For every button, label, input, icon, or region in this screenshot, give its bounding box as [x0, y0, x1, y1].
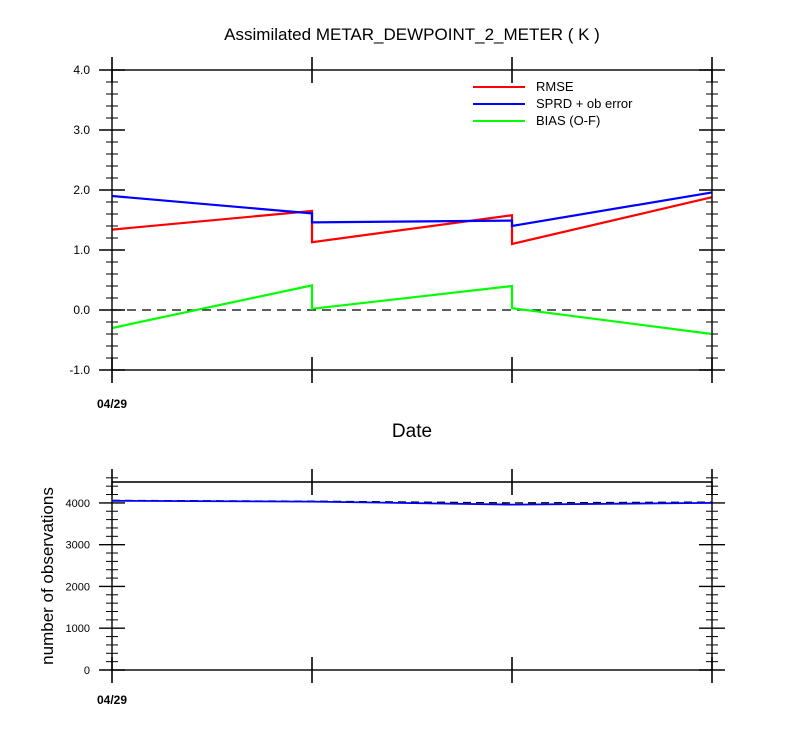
top-plot-frame: [111, 69, 713, 371]
chart-title: Assimilated METAR_DEWPOINT_2_METER ( K ): [224, 25, 600, 44]
y-tick-label: 4.0: [73, 63, 90, 77]
bottom-y-tick-labels: 4000 3000 2000 1000 0: [66, 498, 90, 677]
y-tick-label: 3000: [66, 540, 90, 552]
y-tick-label: 1000: [66, 623, 90, 635]
series-line-rmse: [111, 196, 713, 246]
series-line-bias-o-f: [111, 284, 713, 336]
y-tick-label: 0.0: [73, 303, 90, 317]
top-series-group: [111, 191, 713, 336]
legend-label-bias: BIAS (O-F): [536, 113, 600, 128]
obs-line-assimilated: [111, 499, 713, 506]
top-x-tick-label: 04/29: [97, 397, 127, 411]
y-tick-label: 2.0: [73, 183, 90, 197]
y-tick-label: 0: [84, 665, 90, 677]
bottom-plot-frame: [111, 481, 713, 671]
legend-label-rmse: RMSE: [536, 79, 574, 94]
bottom-x-tick-label: 04/29: [97, 693, 127, 707]
bottom-series-group: [111, 499, 713, 506]
legend: RMSE SPRD + ob error BIAS (O-F): [473, 79, 633, 128]
series-line-sprd-ob-error: [111, 191, 713, 228]
y-axis-label-observations: number of observations: [38, 487, 57, 665]
y-tick-label: 1.0: [73, 243, 90, 257]
obs-line-possible: [111, 499, 713, 504]
y-tick-label: 3.0: [73, 123, 90, 137]
y-tick-label: 4000: [66, 498, 90, 510]
y-tick-label: 2000: [66, 581, 90, 593]
y-tick-label: -1.0: [69, 363, 90, 377]
legend-label-spread: SPRD + ob error: [536, 96, 633, 111]
x-axis-label: Date: [392, 421, 432, 442]
top-y-tick-labels: 4.0 3.0 2.0 1.0 0.0 -1.0: [69, 63, 90, 377]
